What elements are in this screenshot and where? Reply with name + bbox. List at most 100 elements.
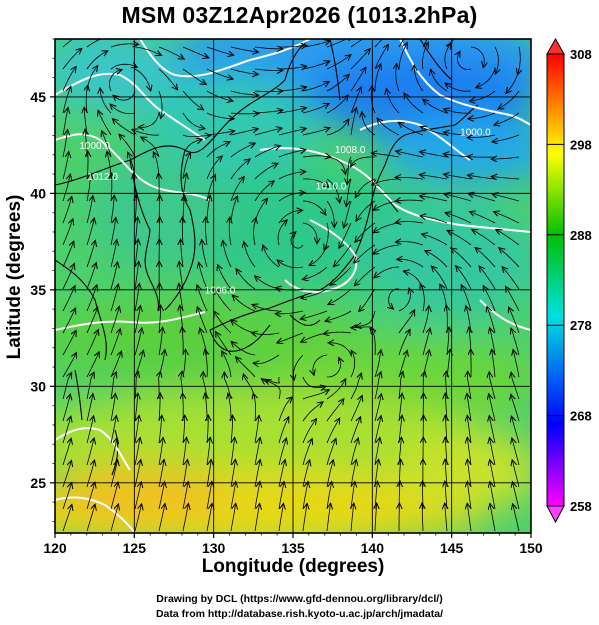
- streamline: [254, 128, 281, 136]
- colorbar-under-triangle: [546, 505, 565, 524]
- colorbar-tick-label: 258: [570, 499, 592, 514]
- streamline: [134, 416, 139, 444]
- streamline: [133, 130, 160, 136]
- streamline: [468, 135, 496, 138]
- streamline: [302, 104, 328, 114]
- streamline: [350, 374, 361, 400]
- streamline: [233, 296, 256, 312]
- streamline: [374, 395, 381, 422]
- streamline: [110, 505, 118, 532]
- streamline: [134, 46, 161, 55]
- streamline: [310, 244, 328, 265]
- streamline: [278, 108, 306, 114]
- streamline: [182, 135, 210, 137]
- streamline: [278, 66, 306, 69]
- streamline: [232, 342, 256, 356]
- streamline: [86, 51, 107, 70]
- y-axis-title: Latitude (degrees): [4, 194, 25, 360]
- streamline: [86, 439, 94, 466]
- streamline: [396, 65, 400, 92]
- streamline: [278, 129, 305, 136]
- streamline: [206, 46, 233, 55]
- streamline: [326, 419, 339, 444]
- streamline: [86, 505, 95, 532]
- streamline: [114, 90, 136, 100]
- streamline: [476, 248, 496, 268]
- streamline: [446, 213, 472, 224]
- streamline: [254, 164, 277, 180]
- streamline: [86, 395, 93, 422]
- streamline: [325, 222, 329, 249]
- streamline: [230, 90, 258, 95]
- streamline: [158, 90, 162, 118]
- x-axis: 120 125 130 135 140 145 150: [43, 533, 543, 556]
- streamline: [230, 129, 257, 136]
- streamline: [230, 504, 236, 532]
- streamline: [495, 112, 520, 125]
- streamline: [254, 47, 282, 49]
- streamline: [198, 308, 208, 334]
- streamline: [302, 419, 316, 444]
- streamline: [489, 395, 496, 422]
- y-tick-label: 45: [30, 89, 46, 105]
- streamline: [134, 483, 141, 510]
- streamline: [110, 196, 114, 224]
- streamline: [206, 142, 229, 158]
- streamline: [278, 332, 304, 343]
- streamline: [473, 230, 496, 246]
- colorbar-tick-label: 298: [570, 137, 592, 152]
- streamline: [182, 68, 205, 84]
- streamline: [350, 418, 360, 444]
- streamline: [206, 157, 222, 180]
- credit-line-data: Data from http://database.rish.kyoto-u.a…: [155, 608, 444, 620]
- streamline: [326, 380, 345, 400]
- streamline: [158, 505, 165, 532]
- y-tick-label: 35: [30, 282, 46, 298]
- x-tick-label: 150: [519, 540, 543, 556]
- x-tick-label: 130: [202, 540, 226, 556]
- streamline: [374, 39, 383, 48]
- streamline: [222, 352, 232, 378]
- streamline: [158, 438, 163, 466]
- streamline: [302, 504, 307, 532]
- streamline: [302, 390, 328, 400]
- streamline: [110, 307, 119, 334]
- x-tick-label: 125: [123, 540, 147, 556]
- streamline: [276, 311, 304, 314]
- streamline: [254, 218, 256, 246]
- colorbar-tick-label: 268: [570, 409, 592, 424]
- streamline: [278, 150, 305, 158]
- streamline: [62, 439, 71, 466]
- streamline: [86, 174, 91, 202]
- streamline: [445, 109, 472, 113]
- streamline: [506, 287, 520, 312]
- streamline: [110, 439, 117, 466]
- streamline: [62, 242, 73, 268]
- streamline: [110, 373, 116, 400]
- colorbar: 258 268 278 288 298 308: [546, 37, 592, 524]
- streamline: [302, 156, 330, 157]
- isobar-label: 1010.0: [316, 182, 347, 193]
- streamline: [199, 263, 208, 290]
- streamline: [398, 330, 410, 356]
- streamline: [62, 67, 76, 92]
- streamline: [230, 46, 258, 52]
- streamline: [513, 351, 520, 378]
- streamline: [110, 241, 117, 268]
- streamline: [278, 261, 304, 269]
- streamline: [339, 222, 352, 247]
- streamline: [375, 504, 377, 532]
- streamline: [374, 65, 381, 92]
- streamline: [397, 151, 424, 158]
- streamline: [375, 266, 400, 277]
- streamline: [62, 331, 76, 356]
- streamline: [302, 222, 317, 243]
- streamline: [254, 69, 282, 71]
- streamline: [62, 197, 72, 224]
- streamline: [326, 120, 348, 136]
- streamline: [362, 113, 376, 136]
- streamline: [499, 90, 520, 109]
- streamline: [237, 270, 256, 290]
- streamline: [111, 105, 136, 115]
